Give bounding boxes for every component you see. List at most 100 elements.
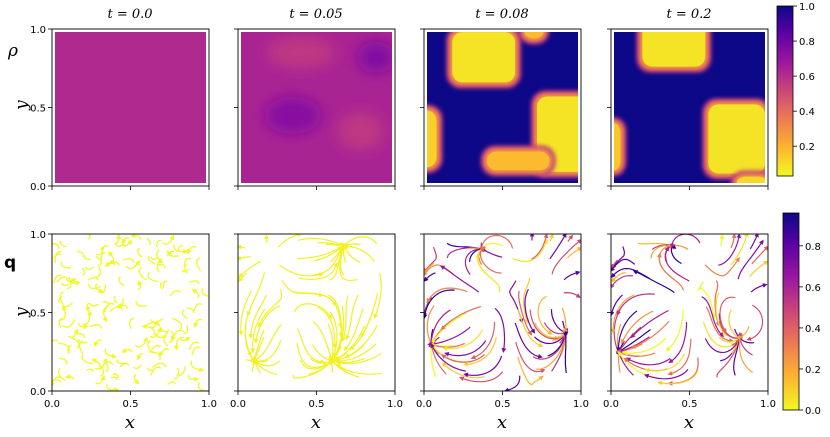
streamline [63,320,75,328]
streamline [164,336,168,346]
streamline [550,235,552,241]
streamline [138,354,143,358]
q-axes-0-ytick-label-2: 1.0 [30,230,46,241]
row-label-rho: ρ [7,41,18,61]
streamline [170,291,181,297]
q-colorbar-tick-label-4: 0.8 [805,242,821,253]
streamline [87,369,94,372]
q-colorbar-fill [783,213,799,410]
rho-region [357,42,395,73]
q-colorbar: 0.00.20.40.60.8 [783,213,821,417]
streamline [180,338,189,340]
q-axes-2-xtick-label-1: 0.5 [495,399,511,410]
rho-background [52,29,209,186]
streamline [151,319,163,323]
rho-axes-0-ytick-label-1: 0.5 [30,104,46,115]
streamline [750,235,757,249]
streamline [239,257,252,259]
rho-panel-3 [602,17,774,195]
panel-title-t1: t = 0.05 [289,7,342,22]
streamline [157,240,162,247]
streamline [151,367,161,375]
streamline [90,303,98,306]
streamline [195,319,202,325]
row-label-q: q [4,253,16,273]
streamline [86,267,94,269]
streamline [77,251,83,257]
streamline [647,354,685,371]
rho-axes-0-ytick-label-2: 1.0 [30,25,46,36]
streamline [375,273,381,317]
streamline [188,247,196,253]
streamline [425,290,455,317]
streamline [720,297,735,331]
streamline [103,362,113,365]
q-axes-3-xtick-label-0: 0.0 [603,399,619,410]
x-axis-label-2: x [311,412,321,433]
rho-colorbar-fill [777,6,793,176]
y-axis-label-top: y [12,100,32,111]
streamline [114,296,117,303]
streamline [60,241,66,247]
rho-colorbar-tick-label-2: 0.6 [799,72,815,83]
streamline [632,311,668,337]
streamline [111,377,117,380]
rho-region [608,123,621,170]
streamline [731,236,734,248]
streamline [344,237,377,247]
streamline [190,281,199,284]
streamline [138,248,142,257]
streamline [49,243,58,249]
streamline [473,322,495,358]
q-colorbar-tick-label-0: 0.0 [805,406,821,417]
streamline [163,237,173,244]
streamline [147,239,151,245]
streamline [618,294,655,314]
streamline [107,384,117,390]
streamline [482,249,503,257]
q-axes-0-ytick-label-0: 0.0 [30,387,46,398]
streamline [699,281,715,316]
rho-colorbar-tick-label-4: 1.0 [799,2,815,13]
rho-region [524,26,543,39]
rho-region [737,177,768,190]
streamline [172,318,181,329]
streamline [550,235,566,259]
rho-region [487,151,550,170]
rho-colorbar-tick-label-1: 0.4 [799,107,815,118]
streamline [161,283,163,290]
streamline [184,325,188,333]
streamline [564,272,578,279]
streamline [77,334,85,339]
streamline [96,256,101,265]
streamline [671,245,681,263]
streamline [136,300,147,306]
streamline [58,369,65,381]
streamline [612,276,634,287]
streamline [184,258,191,266]
streamline [278,234,300,247]
streamline [114,236,118,243]
streamline [239,247,245,248]
q-axes-0-xtick-label-0: 0.0 [44,399,60,410]
streamline [102,253,105,260]
streamline [670,358,698,384]
streamline [751,285,765,292]
panel-titles: t = 0.0 t = 0.05 t = 0.08 t = 0.2 [107,7,711,22]
streamline [135,339,146,347]
streamline [188,375,196,379]
streamline [749,305,763,339]
streamline [564,293,579,297]
streamline [138,283,141,290]
q-axes-3-xtick-label-2: 1.0 [760,399,776,410]
streamline [160,349,169,355]
streamline [430,327,471,344]
streamline [157,262,161,273]
streamline [62,303,72,307]
streamline [49,340,57,347]
streamline [326,244,345,246]
streamline [71,337,79,348]
streamline [187,308,194,313]
